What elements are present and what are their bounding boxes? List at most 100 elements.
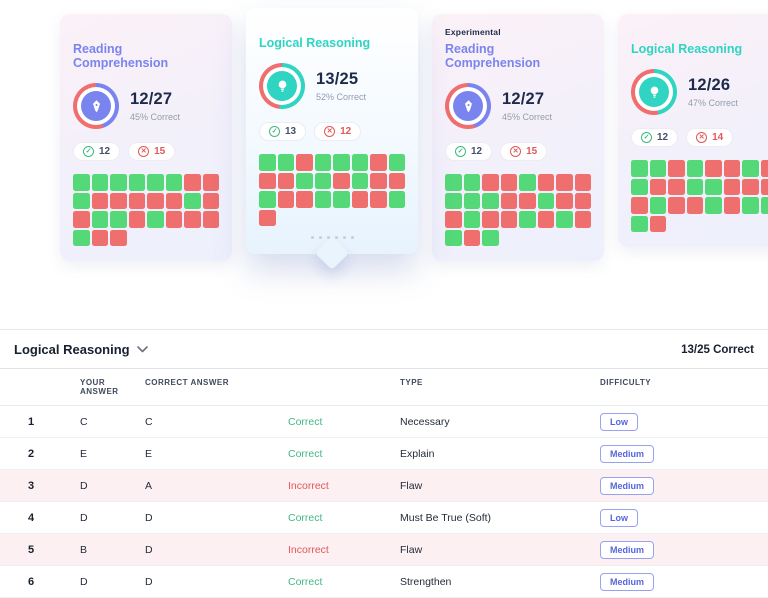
question-square-incorrect[interactable] [464, 230, 481, 247]
question-square-incorrect[interactable] [110, 230, 127, 247]
question-square-incorrect[interactable] [724, 197, 741, 214]
question-square-correct[interactable] [445, 193, 462, 210]
question-square-correct[interactable] [129, 174, 146, 191]
question-square-incorrect[interactable] [631, 197, 648, 214]
section-card[interactable]: Logical Reasoning [246, 8, 418, 254]
question-square-correct[interactable] [166, 174, 183, 191]
table-row[interactable]: 6 D D Correct Strengthen Medium [0, 566, 768, 598]
question-square-incorrect[interactable] [668, 160, 685, 177]
question-square-correct[interactable] [315, 154, 332, 171]
question-square-correct[interactable] [389, 154, 406, 171]
question-square-correct[interactable] [352, 173, 369, 190]
table-row[interactable]: 4 D D Correct Must Be True (Soft) Low [0, 502, 768, 534]
question-square-incorrect[interactable] [203, 174, 220, 191]
question-square-incorrect[interactable] [761, 179, 768, 196]
question-square-correct[interactable] [464, 193, 481, 210]
question-square-correct[interactable] [538, 193, 555, 210]
question-square-correct[interactable] [650, 197, 667, 214]
question-square-correct[interactable] [519, 174, 536, 191]
question-square-incorrect[interactable] [203, 211, 220, 228]
question-square-incorrect[interactable] [352, 191, 369, 208]
question-square-incorrect[interactable] [370, 191, 387, 208]
question-square-correct[interactable] [631, 179, 648, 196]
question-square-correct[interactable] [315, 191, 332, 208]
question-square-incorrect[interactable] [259, 210, 276, 227]
question-square-correct[interactable] [259, 191, 276, 208]
question-square-incorrect[interactable] [147, 193, 164, 210]
question-square-incorrect[interactable] [668, 197, 685, 214]
question-square-correct[interactable] [761, 197, 768, 214]
question-square-incorrect[interactable] [501, 174, 518, 191]
question-square-incorrect[interactable] [556, 193, 573, 210]
question-square-incorrect[interactable] [129, 193, 146, 210]
question-square-correct[interactable] [482, 193, 499, 210]
question-square-correct[interactable] [519, 211, 536, 228]
question-square-incorrect[interactable] [110, 193, 127, 210]
question-square-correct[interactable] [333, 191, 350, 208]
question-square-correct[interactable] [464, 174, 481, 191]
question-square-incorrect[interactable] [278, 173, 295, 190]
question-square-incorrect[interactable] [575, 193, 592, 210]
question-square-incorrect[interactable] [445, 211, 462, 228]
question-square-incorrect[interactable] [650, 216, 667, 233]
question-square-incorrect[interactable] [203, 193, 220, 210]
question-square-incorrect[interactable] [92, 193, 109, 210]
question-square-incorrect[interactable] [668, 179, 685, 196]
question-square-correct[interactable] [705, 197, 722, 214]
question-square-correct[interactable] [705, 179, 722, 196]
question-square-correct[interactable] [92, 211, 109, 228]
question-square-correct[interactable] [147, 211, 164, 228]
question-square-correct[interactable] [147, 174, 164, 191]
question-square-incorrect[interactable] [501, 211, 518, 228]
question-square-correct[interactable] [110, 174, 127, 191]
question-square-correct[interactable] [556, 211, 573, 228]
question-square-incorrect[interactable] [687, 197, 704, 214]
question-square-incorrect[interactable] [575, 174, 592, 191]
question-square-correct[interactable] [73, 193, 90, 210]
question-square-incorrect[interactable] [575, 211, 592, 228]
question-square-correct[interactable] [73, 230, 90, 247]
question-square-correct[interactable] [110, 211, 127, 228]
question-square-correct[interactable] [687, 179, 704, 196]
question-square-incorrect[interactable] [650, 179, 667, 196]
question-square-incorrect[interactable] [389, 173, 406, 190]
question-square-correct[interactable] [259, 154, 276, 171]
question-square-incorrect[interactable] [278, 191, 295, 208]
question-square-correct[interactable] [742, 197, 759, 214]
question-square-incorrect[interactable] [259, 173, 276, 190]
section-dropdown[interactable]: Logical Reasoning [14, 342, 148, 357]
question-square-incorrect[interactable] [166, 193, 183, 210]
question-square-incorrect[interactable] [370, 154, 387, 171]
section-card[interactable]: Logical Reasoning [618, 14, 768, 247]
question-square-incorrect[interactable] [556, 174, 573, 191]
question-square-incorrect[interactable] [296, 191, 313, 208]
question-square-incorrect[interactable] [370, 173, 387, 190]
question-square-incorrect[interactable] [538, 211, 555, 228]
question-square-incorrect[interactable] [501, 193, 518, 210]
question-square-incorrect[interactable] [538, 174, 555, 191]
question-square-incorrect[interactable] [724, 160, 741, 177]
question-square-incorrect[interactable] [166, 211, 183, 228]
question-square-correct[interactable] [92, 174, 109, 191]
question-square-correct[interactable] [73, 174, 90, 191]
question-square-incorrect[interactable] [519, 193, 536, 210]
question-square-incorrect[interactable] [184, 211, 201, 228]
question-square-correct[interactable] [445, 230, 462, 247]
question-square-incorrect[interactable] [296, 154, 313, 171]
section-card[interactable]: Reading Comprehension [60, 14, 232, 261]
question-square-correct[interactable] [650, 160, 667, 177]
table-row[interactable]: 2 E E Correct Explain Medium [0, 438, 768, 470]
question-square-correct[interactable] [631, 216, 648, 233]
question-square-correct[interactable] [352, 154, 369, 171]
question-square-correct[interactable] [296, 173, 313, 190]
question-square-incorrect[interactable] [705, 160, 722, 177]
question-square-correct[interactable] [184, 193, 201, 210]
question-square-correct[interactable] [631, 160, 648, 177]
table-row[interactable]: 1 C C Correct Necessary Low [0, 406, 768, 438]
question-square-incorrect[interactable] [129, 211, 146, 228]
question-square-correct[interactable] [333, 154, 350, 171]
question-square-correct[interactable] [687, 160, 704, 177]
question-square-incorrect[interactable] [761, 160, 768, 177]
question-square-correct[interactable] [482, 230, 499, 247]
question-square-incorrect[interactable] [73, 211, 90, 228]
